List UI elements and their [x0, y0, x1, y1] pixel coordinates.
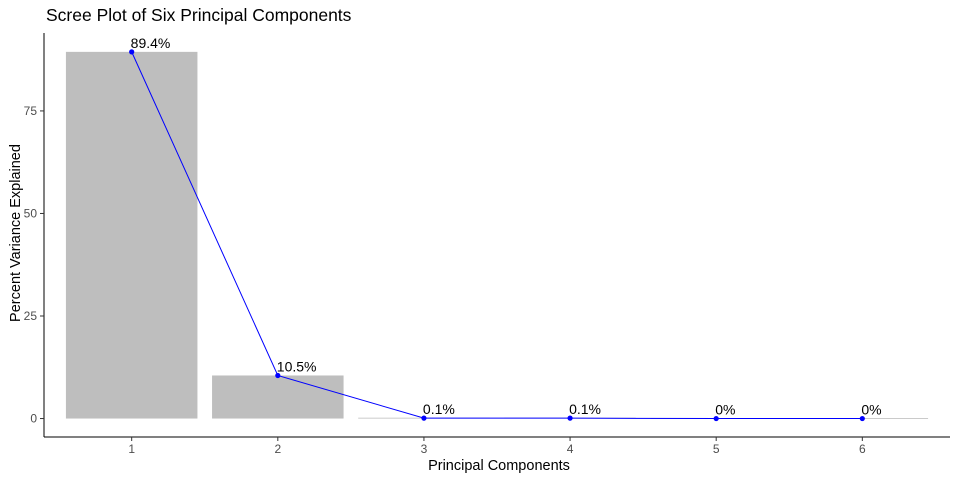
y-tick-label-50: 50	[24, 206, 38, 220]
point-pc1	[129, 49, 135, 55]
y-tick-label-0: 0	[30, 412, 37, 426]
bar-pc2	[212, 375, 344, 419]
x-tick-label-6: 6	[859, 442, 866, 456]
y-tick-label-75: 75	[24, 104, 38, 118]
bar-pc1	[65, 51, 198, 419]
point-pc3	[421, 415, 427, 421]
bars-group	[65, 51, 929, 419]
point-pc6	[859, 415, 865, 422]
points-group	[129, 49, 865, 422]
point-pc2	[275, 372, 281, 379]
x-tick-label-4: 4	[567, 442, 574, 456]
y-tick-label-25: 25	[24, 309, 38, 323]
x-tick-label-2: 2	[274, 442, 281, 456]
data-label-pc6: 0%	[861, 402, 881, 418]
axes-group: 0 25 50 75 1 2 3 4 5 6	[24, 33, 950, 456]
data-label-pc1: 89.4%	[131, 35, 171, 51]
variance-line-group	[131, 51, 863, 420]
point-pc4	[567, 415, 573, 421]
chart-title: Scree Plot of Six Principal Components	[46, 5, 352, 25]
data-label-pc4: 0.1%	[569, 401, 601, 417]
data-labels-group: 89.4% 10.5% 0.1% 0.1% 0% 0%	[131, 35, 882, 418]
data-label-pc5: 0%	[715, 402, 735, 418]
data-label-pc2: 10.5%	[277, 358, 317, 374]
x-tick-label-5: 5	[713, 442, 720, 456]
data-label-pc3: 0.1%	[423, 401, 455, 417]
x-axis-title: Principal Components	[428, 458, 570, 474]
x-tick-label-3: 3	[421, 442, 428, 456]
variance-line	[131, 51, 863, 420]
point-pc5	[713, 415, 719, 422]
x-tick-label-1: 1	[128, 442, 135, 456]
y-axis-title: Percent Variance Explained	[8, 144, 24, 322]
